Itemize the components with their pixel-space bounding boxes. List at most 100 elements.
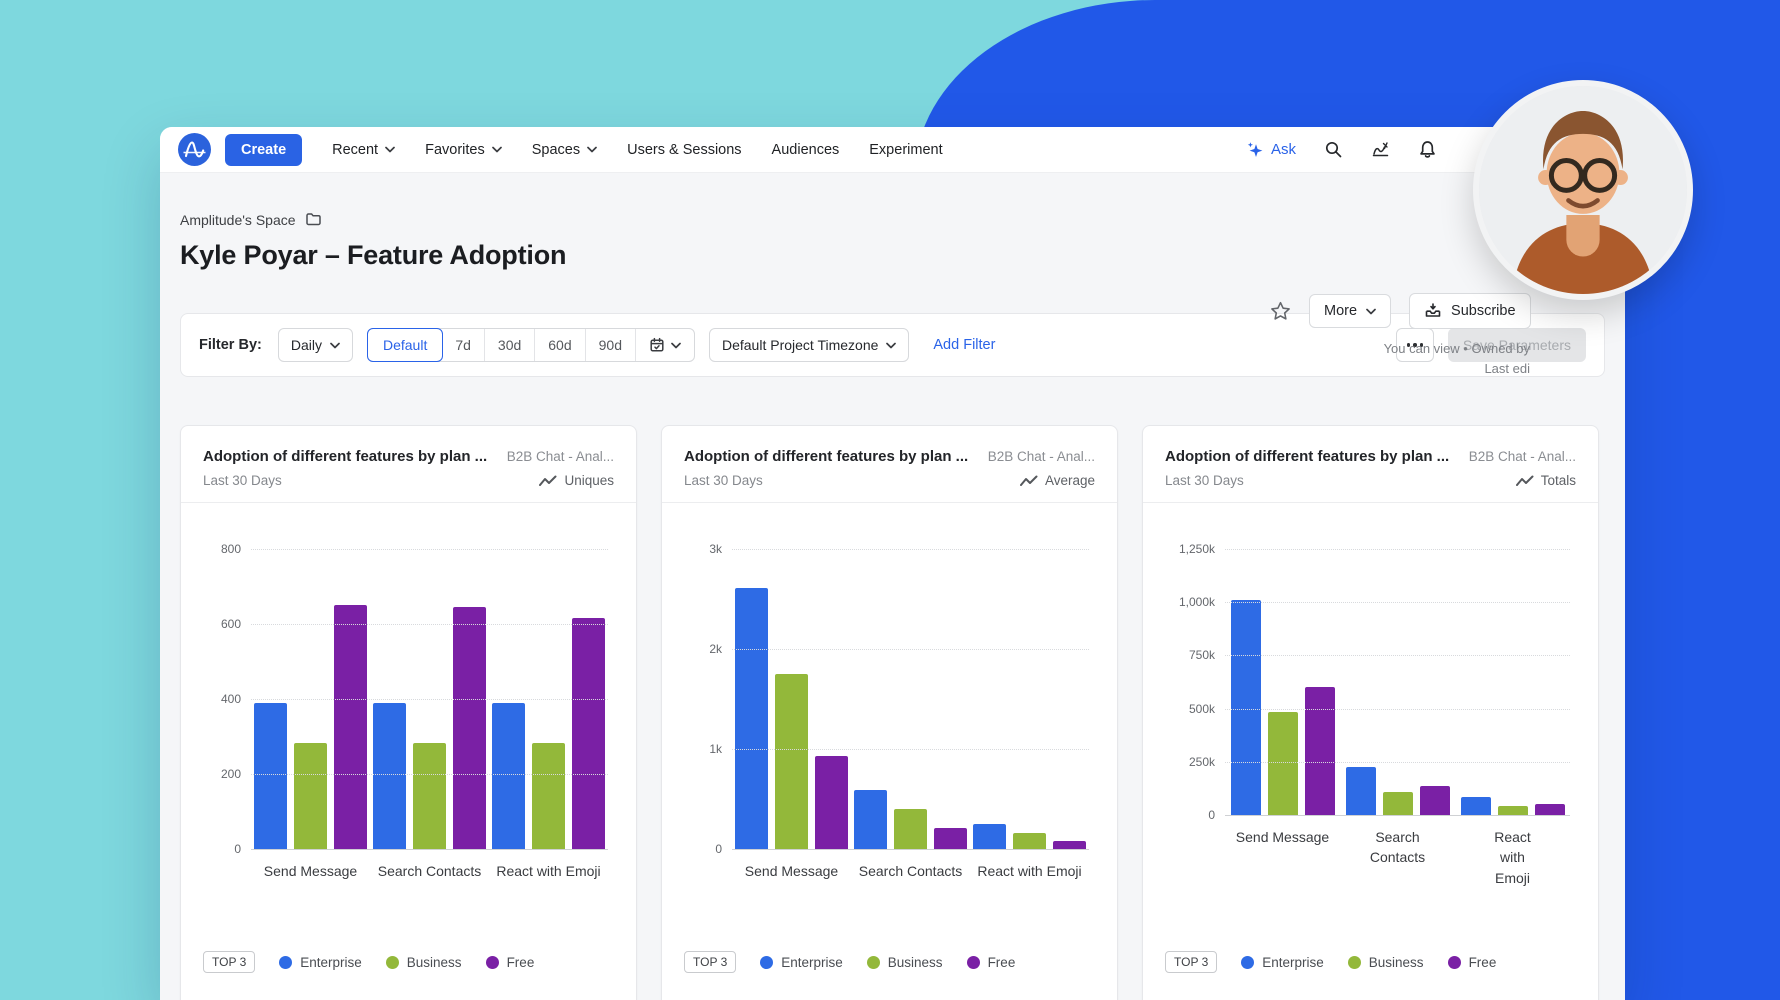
save-parameters-button[interactable]: Save Parameters bbox=[1447, 328, 1586, 362]
legend-item-free[interactable]: Free bbox=[1447, 955, 1496, 970]
timezone-value: Default Project Timezone bbox=[721, 337, 879, 353]
more-button[interactable]: More bbox=[1309, 294, 1392, 328]
chart-legend: TOP 3 Enterprise Business Free bbox=[684, 951, 1015, 973]
gridline bbox=[1225, 815, 1570, 816]
bar-enterprise[interactable] bbox=[1460, 797, 1491, 815]
legend-item-enterprise[interactable]: Enterprise bbox=[279, 955, 362, 970]
star-icon[interactable] bbox=[1270, 301, 1291, 321]
gridline bbox=[251, 624, 608, 625]
bar-enterprise[interactable] bbox=[1230, 600, 1261, 815]
bar-group: Send Message bbox=[251, 549, 370, 881]
bar-enterprise[interactable] bbox=[973, 824, 1006, 849]
x-category-label: Search Contacts bbox=[1369, 829, 1426, 866]
amplitude-logo-icon[interactable] bbox=[178, 133, 211, 166]
bar-enterprise[interactable] bbox=[492, 703, 525, 849]
nav-item-label: Experiment bbox=[869, 141, 943, 158]
chart-title[interactable]: Adoption of different features by plan .… bbox=[1165, 448, 1450, 465]
breadcrumb[interactable]: Amplitude's Space bbox=[180, 211, 1605, 228]
bar-business[interactable] bbox=[1382, 792, 1413, 815]
y-tick-label: 200 bbox=[220, 767, 241, 781]
bar-business[interactable] bbox=[1497, 806, 1528, 815]
bar-free[interactable] bbox=[453, 607, 486, 849]
range-option-30d[interactable]: 30d bbox=[485, 329, 536, 361]
bar-free[interactable] bbox=[815, 756, 848, 849]
chevron-down-icon bbox=[587, 146, 597, 153]
legend-dot bbox=[760, 955, 774, 969]
ask-button[interactable]: Ask bbox=[1246, 141, 1296, 159]
chart-source: B2B Chat - Anal... bbox=[1468, 449, 1576, 464]
interval-dropdown[interactable]: Daily bbox=[277, 328, 353, 362]
range-option-default[interactable]: Default bbox=[366, 328, 444, 362]
chart-date-range: Last 30 Days bbox=[1165, 473, 1244, 488]
search-icon[interactable] bbox=[1324, 140, 1343, 159]
bar-free[interactable] bbox=[934, 828, 967, 849]
meta-last-edited: Last edi bbox=[1484, 361, 1530, 376]
trend-icon bbox=[1515, 475, 1534, 486]
trend-icon bbox=[539, 475, 557, 486]
bar-free[interactable] bbox=[1419, 786, 1450, 815]
bar-business[interactable] bbox=[894, 809, 927, 849]
bar-business[interactable] bbox=[532, 743, 565, 849]
gridline bbox=[251, 849, 608, 850]
legend-item-business[interactable]: Business bbox=[385, 955, 462, 970]
gridline bbox=[732, 849, 1089, 850]
top-navbar: Create Recent Favorites Spaces Users & S… bbox=[160, 127, 1625, 173]
bar-free[interactable] bbox=[1053, 841, 1086, 849]
legend-label: Enterprise bbox=[781, 954, 843, 970]
nav-menu: Recent Favorites Spaces Users & Sessions… bbox=[332, 142, 942, 158]
bar-business[interactable] bbox=[1267, 712, 1298, 815]
gridline bbox=[251, 774, 608, 775]
bar-enterprise[interactable] bbox=[254, 703, 287, 849]
bar-group: React with Emoji bbox=[489, 549, 608, 881]
subscribe-button[interactable]: Subscribe bbox=[1409, 293, 1531, 329]
bar-business[interactable] bbox=[775, 674, 808, 849]
bar-business[interactable] bbox=[1013, 833, 1046, 849]
range-option-90d[interactable]: 90d bbox=[586, 329, 636, 361]
y-tick-label: 1,000k bbox=[1178, 595, 1215, 610]
app-window: Create Recent Favorites Spaces Users & S… bbox=[160, 127, 1625, 1000]
ask-label: Ask bbox=[1270, 141, 1296, 158]
legend-dot bbox=[966, 955, 980, 969]
gridline bbox=[1225, 761, 1570, 763]
chart-title[interactable]: Adoption of different features by plan .… bbox=[684, 448, 969, 465]
bar-enterprise[interactable] bbox=[854, 790, 887, 849]
legend-item-enterprise[interactable]: Enterprise bbox=[760, 955, 843, 970]
chart-title[interactable]: Adoption of different features by plan .… bbox=[203, 448, 488, 465]
bar-business[interactable] bbox=[413, 743, 446, 849]
range-option-60d[interactable]: 60d bbox=[535, 329, 586, 361]
create-button[interactable]: Create bbox=[225, 133, 303, 166]
bar-free[interactable] bbox=[572, 618, 605, 849]
bar-free[interactable] bbox=[1534, 804, 1565, 815]
nav-item-spaces[interactable]: Spaces bbox=[532, 142, 597, 158]
nav-item-users-sessions[interactable]: Users & Sessions bbox=[627, 142, 741, 158]
subscribe-inbox-icon bbox=[1425, 303, 1441, 317]
legend-item-free[interactable]: Free bbox=[485, 955, 534, 970]
nav-item-recent[interactable]: Recent bbox=[332, 142, 395, 158]
gridline bbox=[251, 549, 608, 550]
nav-item-experiment[interactable]: Experiment bbox=[869, 142, 942, 158]
chart-date-range: Last 30 Days bbox=[684, 473, 763, 488]
y-tick-label: 0 bbox=[234, 842, 241, 856]
bar-chart: 3k 2k 1k 0 Send Message Search Contacts React … bbox=[684, 542, 1095, 881]
bar-business[interactable] bbox=[294, 743, 327, 849]
bar-enterprise[interactable] bbox=[373, 703, 406, 849]
legend-item-enterprise[interactable]: Enterprise bbox=[1241, 955, 1324, 970]
legend-item-free[interactable]: Free bbox=[966, 955, 1015, 970]
legend-item-business[interactable]: Business bbox=[1347, 955, 1424, 970]
nav-item-favorites[interactable]: Favorites bbox=[425, 142, 502, 158]
chart-pencil-icon[interactable] bbox=[1371, 140, 1390, 159]
y-tick-label: 400 bbox=[220, 692, 241, 706]
bar-enterprise[interactable] bbox=[1345, 767, 1376, 815]
y-tick-label: 500k bbox=[1188, 701, 1215, 716]
custom-date-picker[interactable] bbox=[636, 329, 694, 361]
bar-enterprise[interactable] bbox=[735, 588, 768, 849]
bar-free[interactable] bbox=[334, 605, 367, 849]
timezone-dropdown[interactable]: Default Project Timezone bbox=[708, 328, 910, 362]
avatar[interactable] bbox=[1473, 80, 1693, 300]
add-filter-link[interactable]: Add Filter bbox=[933, 337, 996, 353]
range-option-7d[interactable]: 7d bbox=[442, 329, 485, 361]
bar-free[interactable] bbox=[1304, 687, 1335, 815]
legend-item-business[interactable]: Business bbox=[866, 955, 943, 970]
bell-icon[interactable] bbox=[1418, 140, 1437, 159]
nav-item-audiences[interactable]: Audiences bbox=[772, 142, 840, 158]
